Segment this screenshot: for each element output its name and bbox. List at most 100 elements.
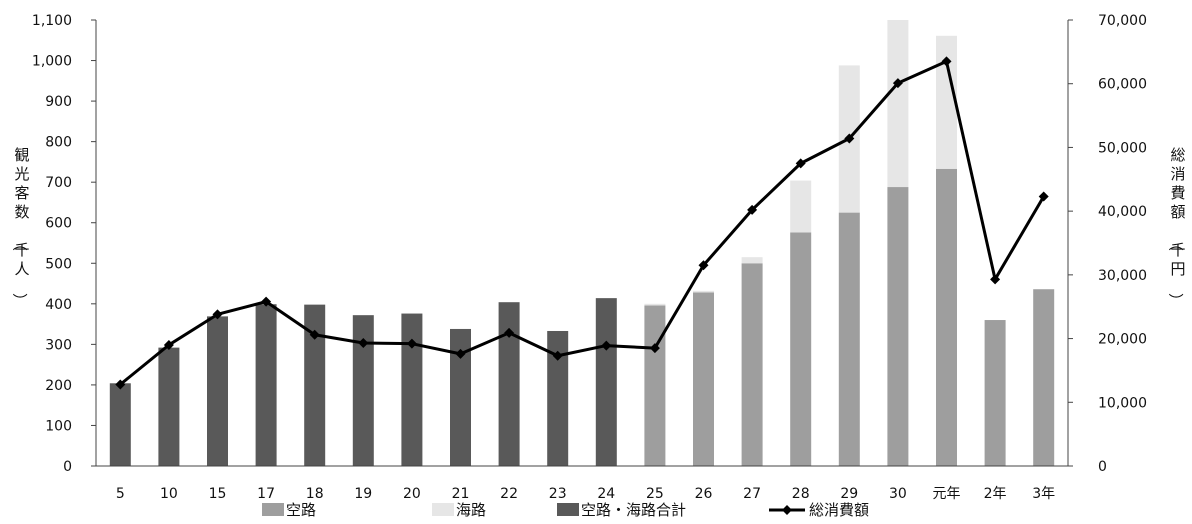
left-tick-label: 400 [45,297,72,313]
bar-air [984,320,1006,466]
left-tick-label: 1,000 [32,54,72,70]
bar-air [741,263,763,466]
bar-total [401,313,423,466]
left-tick-label: 0 [63,459,72,475]
legend-item-air-swatch [262,503,284,516]
right-axis-title: 総消費額（千円） [1166,146,1185,308]
bar-total [158,347,180,466]
x-axis-ticks: 5 10 15 17 18 19 20 21 22 23 24 25 26 27 28 29 30 元年 2年 3年 [116,486,1055,502]
x-tick-label: 30 [889,486,907,502]
x-tick-label: 元年 [933,486,961,502]
left-tick-label: 600 [45,216,72,232]
consumption-line-point [698,260,709,271]
left-tick-label: 900 [45,94,72,110]
bar-sea [741,257,763,264]
consumption-line-point [163,339,174,350]
x-tick-label: 15 [209,486,227,502]
x-tick-label: 21 [452,486,470,502]
consumption-line-point [941,56,952,67]
x-tick-label: 19 [354,486,372,502]
bar-air [1033,289,1055,466]
x-tick-label: 3年 [1032,486,1055,502]
legend-item-consumption-swatch-marker [782,505,792,515]
bars [109,20,1055,466]
left-axis-ticks: 0 100 200 300 400 500 600 700 800 900 1,000 1,100 [32,13,96,475]
x-tick-label: 18 [306,486,324,502]
consumption-line-point [1038,191,1049,202]
legend-item-total-swatch [557,503,579,516]
legend: 空路 海路 空路・海路合計 総消費額 [262,501,869,519]
x-tick-label: 22 [500,486,518,502]
consumption-line-point [795,158,806,169]
x-tick-label: 23 [549,486,567,502]
consumption-line-point [601,340,612,351]
left-axis-title-text: 観光客数（千人） [10,146,29,308]
consumption-line-point [649,343,660,354]
legend-item-consumption-label: 総消費額 [809,501,869,519]
left-tick-label: 300 [45,337,72,353]
bar-sea [887,20,909,188]
consumption-line-point [309,329,320,340]
bar-sea [644,303,666,306]
bar-total [547,330,569,466]
axes [95,20,1069,467]
x-tick-label: 2年 [984,486,1007,502]
consumption-line-point [892,78,903,89]
left-tick-label: 500 [45,256,72,272]
x-tick-label: 25 [646,486,664,502]
legend-item-air-label: 空路 [286,501,316,519]
x-tick-label: 26 [695,486,713,502]
bar-total [352,315,374,466]
right-tick-label: 0 [1098,459,1107,475]
x-tick-label: 20 [403,486,421,502]
left-tick-label: 800 [45,135,72,151]
right-tick-label: 30,000 [1098,268,1147,284]
consumption-line-point [406,338,417,349]
bar-air [887,187,909,466]
x-tick-label: 27 [743,486,761,502]
bar-sea [693,290,714,293]
consumption-line-point [115,379,126,390]
bar-total [109,383,131,466]
consumption-line-point [358,338,369,349]
left-tick-label: 1,100 [32,13,72,29]
bar-total [304,304,326,466]
bar-sea [790,180,812,233]
right-axis-title-text: 総消費額（千円） [1166,146,1185,308]
bar-total [207,316,228,466]
bar-total [255,304,277,466]
left-axis-title: 観光客数（千人） [10,146,29,308]
right-tick-label: 70,000 [1098,13,1147,29]
right-tick-label: 20,000 [1098,332,1147,348]
consumption-line-path [119,59,1045,386]
consumption-line-point [455,348,466,359]
legend-item-sea-label: 海路 [456,501,486,519]
consumption-line-point [844,133,855,144]
x-tick-label: 29 [840,486,858,502]
left-tick-label: 200 [45,378,72,394]
bar-air [644,305,666,466]
bar-air [838,212,860,466]
consumption-line-point [747,204,758,215]
bar-total [450,328,471,466]
left-tick-label: 100 [45,418,72,434]
x-tick-label: 5 [116,486,125,502]
x-tick-label: 28 [792,486,810,502]
right-axis-ticks: 0 10,000 20,000 30,000 40,000 50,000 60,000 70,… [1068,13,1147,475]
consumption-line-point [990,274,1001,285]
x-tick-label: 10 [160,486,178,502]
right-tick-label: 60,000 [1098,77,1147,93]
right-tick-label: 50,000 [1098,140,1147,156]
x-tick-label: 24 [597,486,615,502]
right-tick-label: 10,000 [1098,395,1147,411]
x-tick-label: 17 [257,486,275,502]
right-tick-label: 40,000 [1098,204,1147,220]
bar-air [693,292,714,466]
legend-item-sea-swatch [432,503,454,516]
consumption-line-point [261,296,272,307]
legend-item-total-label: 空路・海路合計 [581,501,686,519]
consumption-line-point [504,327,515,338]
bar-air [790,232,812,466]
left-tick-label: 700 [45,175,72,191]
